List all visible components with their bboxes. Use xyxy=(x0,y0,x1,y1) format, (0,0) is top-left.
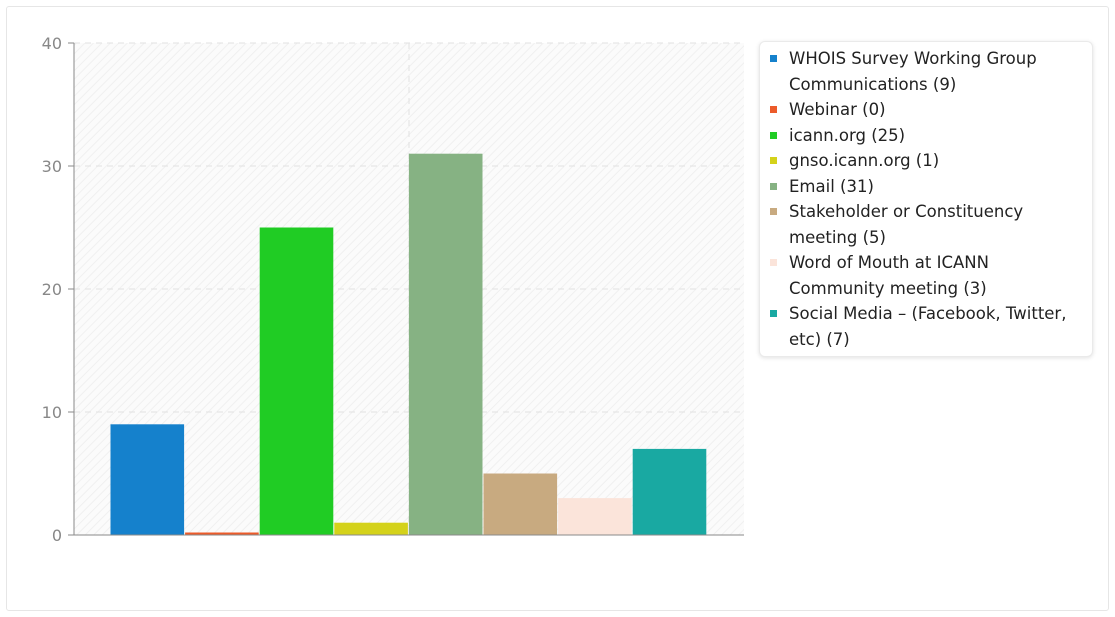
bar[interactable] xyxy=(558,498,632,535)
legend-label: Webinar (0) xyxy=(789,100,886,119)
legend-item[interactable]: Stakeholder or Constituency meeting (5) xyxy=(770,199,1082,250)
y-tick-label: 40 xyxy=(42,34,62,53)
legend: WHOIS Survey Working Group Communication… xyxy=(759,41,1093,357)
legend-item[interactable]: icann.org (25) xyxy=(770,123,1082,149)
legend-label: Social Media – (Facebook, Twitter, etc) … xyxy=(789,304,1067,349)
bars xyxy=(110,153,707,536)
legend-swatch-icon xyxy=(770,310,777,317)
y-tick-label: 10 xyxy=(42,403,62,422)
bar[interactable] xyxy=(632,448,707,535)
legend-label: Email (31) xyxy=(789,176,874,196)
legend-swatch-icon xyxy=(770,131,777,139)
legend-swatch-icon xyxy=(770,55,777,62)
bar[interactable] xyxy=(334,522,408,535)
legend-label: Stakeholder or Constituency meeting (5) xyxy=(789,202,1024,247)
axes: 0 10 20 30 40 xyxy=(42,34,744,545)
legend-swatch-icon xyxy=(770,182,777,190)
legend-item[interactable]: WHOIS Survey Working Group Communication… xyxy=(770,46,1082,97)
legend-label: gnso.icann.org (1) xyxy=(789,151,940,170)
bar[interactable] xyxy=(185,532,259,536)
legend-swatch-icon xyxy=(770,157,777,164)
bar[interactable] xyxy=(259,227,334,536)
legend-item[interactable]: Email (31) xyxy=(770,174,1082,200)
legend-item[interactable]: Word of Mouth at ICANN Community meeting… xyxy=(770,250,1082,301)
legend-item[interactable]: Social Media – (Facebook, Twitter, etc) … xyxy=(770,301,1082,352)
legend-label: WHOIS Survey Working Group Communication… xyxy=(789,49,1037,94)
y-tick-label: 20 xyxy=(42,280,62,299)
legend-item[interactable]: Webinar (0) xyxy=(770,97,1082,123)
legend-swatch-icon xyxy=(770,106,777,113)
bar[interactable] xyxy=(110,424,185,535)
legend-item[interactable]: gnso.icann.org (1) xyxy=(770,148,1082,174)
legend-label: icann.org (25) xyxy=(789,125,906,145)
legend-items: WHOIS Survey Working Group Communication… xyxy=(770,46,1082,352)
legend-swatch-icon xyxy=(770,208,777,215)
y-tick-label: 30 xyxy=(42,157,62,176)
bar[interactable] xyxy=(483,473,558,536)
legend-label: Word of Mouth at ICANN Community meeting… xyxy=(789,253,989,298)
y-tick-label: 0 xyxy=(52,526,62,545)
bar[interactable] xyxy=(408,153,483,535)
legend-swatch-icon xyxy=(770,259,777,266)
